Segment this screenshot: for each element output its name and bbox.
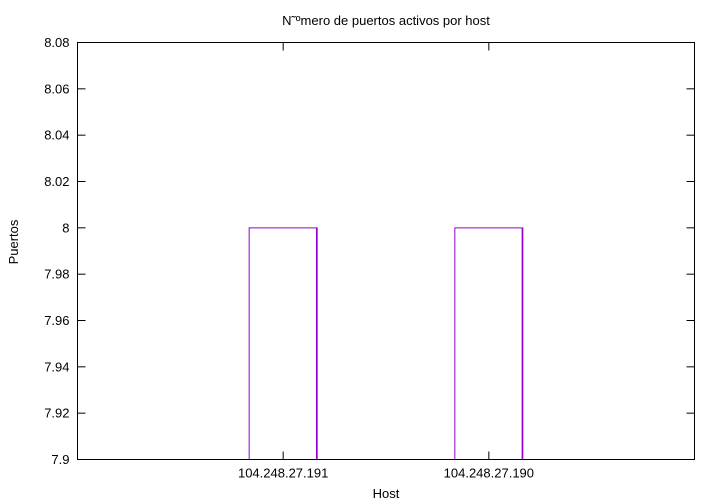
plot-frame [77,42,695,460]
bars-group [248,227,524,460]
y-tick-label: 8.04 [44,128,69,143]
x-tick-label: 104.248.27.190 [444,466,534,481]
y-tick-label: 7.9 [51,452,69,467]
x-tick-label: 104.248.27.191 [238,466,328,481]
y-axis-ticks: 7.9 7.92 7.94 7.96 7.98 8 8.02 8.04 8.06 8.08 [44,35,695,467]
y-tick-label: 8.02 [44,174,69,189]
y-tick-label: 7.98 [44,267,69,282]
y-tick-label: 7.92 [44,406,69,421]
x-axis-label: Host [373,486,400,501]
y-tick-label: 8.08 [44,35,69,50]
y-tick-label: 7.96 [44,313,69,328]
bar [454,227,524,460]
chart-title: N˜ºmero de puertos activos por host [282,13,490,28]
y-tick-label: 8.06 [44,81,69,96]
x-axis-ticks: 104.248.27.191 104.248.27.190 [238,42,534,481]
y-tick-label: 7.94 [44,359,69,374]
y-tick-label: 8 [62,220,69,235]
y-axis-label: Puertos [6,219,21,264]
bar [248,227,318,460]
